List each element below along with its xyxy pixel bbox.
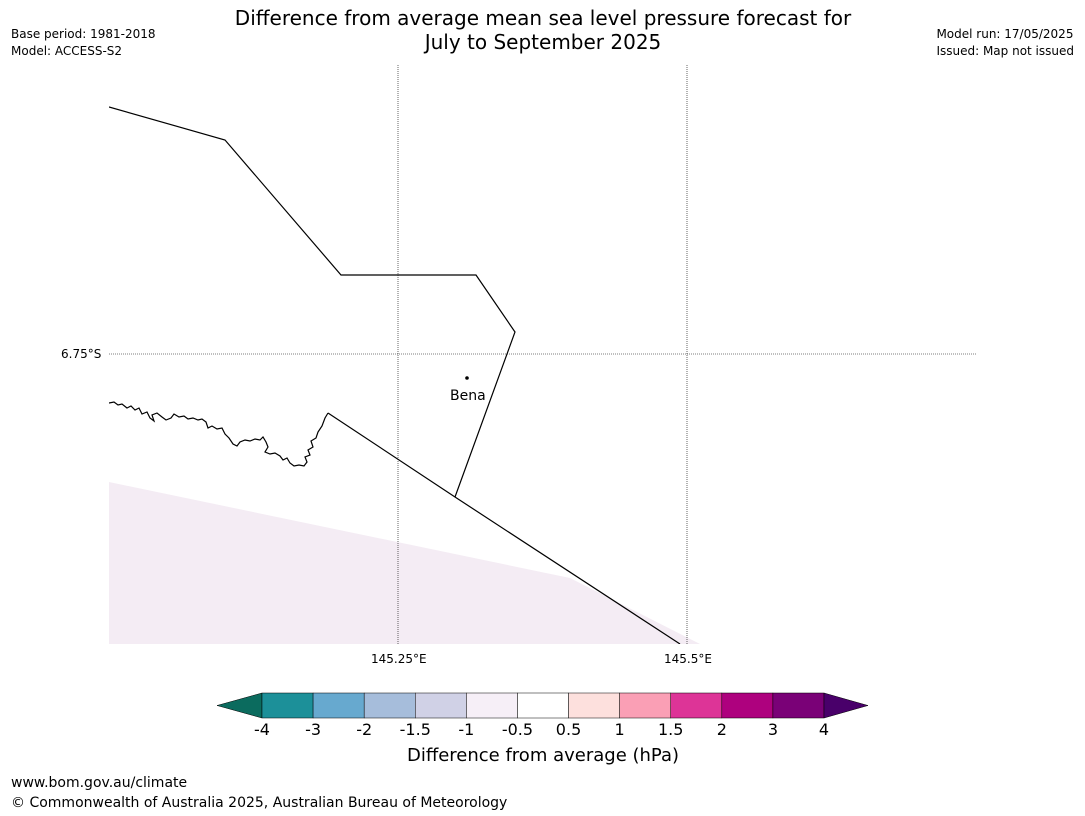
colorbar-tick-label: -4 <box>254 720 270 739</box>
colorbar-segment <box>261 692 314 719</box>
map-title-line1: Difference from average mean sea level p… <box>234 6 852 30</box>
colorbar-tick-label: 4 <box>818 720 830 739</box>
colorbar-segment <box>415 692 467 719</box>
meta-left: Base period: 1981-2018 Model: ACCESS-S2 <box>11 26 156 60</box>
colorbar-segment <box>312 692 365 719</box>
boundary-line-north <box>109 106 516 498</box>
meta-right: Model run: 17/05/2025 Issued: Map not is… <box>936 26 1074 60</box>
anomaly-shading <box>109 482 700 644</box>
map-frame <box>109 65 977 644</box>
place-label-bena: Bena <box>450 388 486 404</box>
issued-text: Issued: Map not issued <box>936 44 1074 58</box>
colorbar-tick-label: -2 <box>356 720 373 739</box>
model-run-text: Model run: 17/05/2025 <box>936 27 1074 41</box>
colorbar-tick-label: 3 <box>767 720 778 739</box>
model-text: Model: ACCESS-S2 <box>11 44 123 58</box>
footer-url[interactable]: www.bom.gov.au/climate <box>11 775 188 791</box>
colorbar-extend-high <box>823 692 869 719</box>
colorbar-tick-label: -3 <box>305 720 322 739</box>
colorbar-tick-label: -0.5 <box>501 720 534 739</box>
colorbar-segment <box>721 692 774 719</box>
boundary-line-south <box>327 412 681 644</box>
colorbar-tick-label: -1 <box>458 720 475 739</box>
colorbar-tick-label: -1.5 <box>399 720 431 739</box>
base-period-text: Base period: 1981-2018 <box>11 27 156 41</box>
colorbar-extend-low <box>216 692 263 719</box>
colorbar-segment <box>772 692 825 719</box>
colorbar <box>216 692 869 719</box>
colorbar-segment <box>363 692 416 719</box>
place-marker-bena <box>465 376 469 380</box>
coastline <box>109 401 329 467</box>
colorbar-tick-label: 2 <box>716 720 727 739</box>
colorbar-tick-label: 0.5 <box>555 720 582 739</box>
colorbar-tick-label: 1.5 <box>657 720 684 739</box>
colorbar-segment <box>568 692 620 719</box>
colorbar-segment <box>670 692 723 719</box>
colorbar-segment <box>619 692 671 719</box>
colorbar-segment <box>466 692 518 719</box>
map-title: Difference from average mean sea level p… <box>143 6 943 54</box>
colorbar-tick-label: 1 <box>614 720 625 739</box>
footer-copyright: © Commonwealth of Australia 2025, Austra… <box>11 795 508 811</box>
lon-label-145.25: 145.25°E <box>371 652 427 666</box>
lat-label: 6.75°S <box>61 347 102 361</box>
lon-label-145.5: 145.5°E <box>664 652 712 666</box>
map-title-line2: July to September 2025 <box>424 30 662 54</box>
colorbar-label: Difference from average (hPa) <box>406 745 680 766</box>
colorbar-segment <box>517 692 569 719</box>
